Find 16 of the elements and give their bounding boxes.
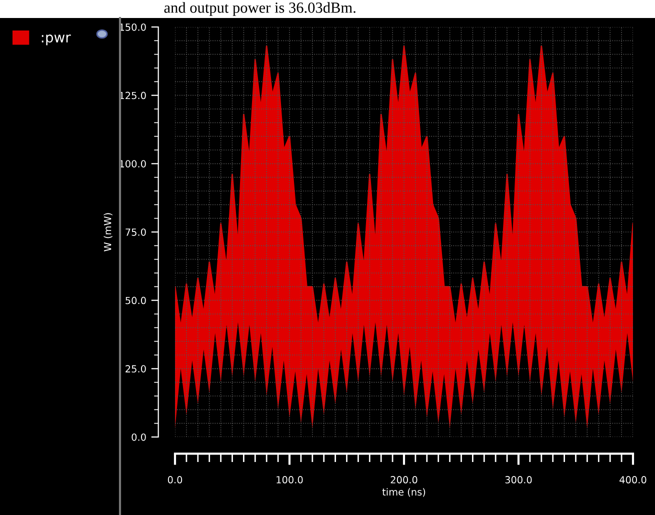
x-tick-label: 200.0 <box>390 476 418 484</box>
x-axis-title: time (ns) <box>382 488 426 497</box>
y-tick-label: 0.0 <box>132 433 146 441</box>
x-tick-label: 0.0 <box>168 476 182 484</box>
x-tick-label: 400.0 <box>620 476 646 484</box>
x-tick-label: 100.0 <box>276 476 303 484</box>
y-tick-label: 75.0 <box>126 228 146 236</box>
y-axis-title: W (mW) <box>104 213 112 252</box>
y-tick-label: 150.0 <box>120 23 146 31</box>
y-tick-label: 50.0 <box>126 296 146 304</box>
x-tick-label: 300.0 <box>505 476 532 484</box>
y-tick-label: 25.0 <box>126 365 146 372</box>
legend-label: :pwr <box>42 34 71 46</box>
y-tick-label: 125.0 <box>120 92 146 100</box>
text: and output power is 36.03dBm. <box>164 2 356 16</box>
y-tick-label: 100.0 <box>120 160 146 168</box>
